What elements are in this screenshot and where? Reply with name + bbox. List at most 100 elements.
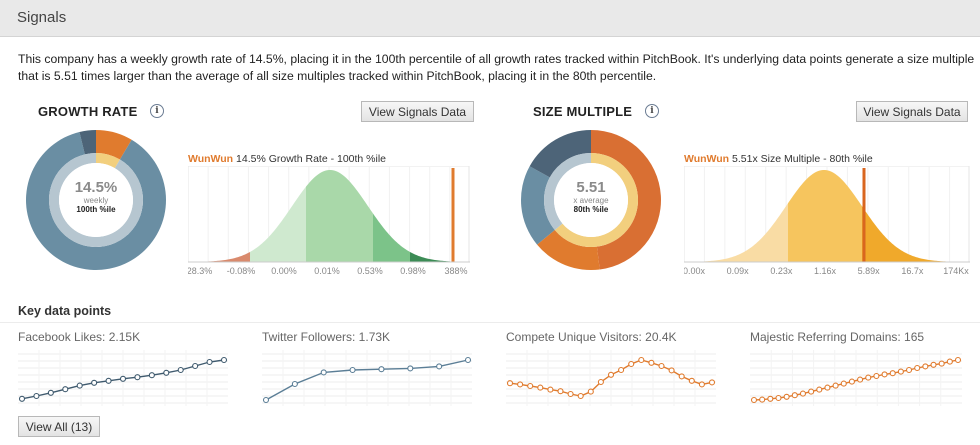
sparkline-point (62, 386, 69, 393)
sparkline-point (799, 390, 807, 397)
sparkline-point (506, 380, 514, 387)
sparkline-point (587, 388, 594, 395)
dist-band (756, 203, 788, 262)
donut-hole (59, 163, 133, 237)
facebook-likes-sparkline (18, 350, 228, 406)
sparkline-point (946, 358, 953, 365)
donut-segment (96, 130, 132, 160)
sparkline-point (816, 386, 823, 393)
donut-inner-ring (96, 153, 120, 169)
sparkline-point (618, 366, 625, 374)
signals-description: This company has a weekly growth rate of… (18, 51, 978, 85)
sparkline-point (832, 382, 839, 389)
sparkline-point (881, 371, 888, 378)
size-dist-caption: 5.51x Size Multiple - 80th %ile (732, 153, 873, 165)
sparkline-point (291, 380, 298, 388)
sparkline-point (930, 361, 937, 368)
sparkline-point (91, 379, 98, 386)
size-multiple-title: SIZE MULTIPLE (533, 104, 633, 119)
sparkline-point (824, 384, 831, 391)
sparkline-point (865, 374, 872, 381)
dist-band (410, 251, 450, 262)
donut-hole (554, 163, 628, 237)
sparkline-point (688, 377, 695, 384)
donut-segment (591, 130, 661, 270)
sparkline-point (105, 377, 112, 384)
growth-dist-title: WunWun 14.5% Growth Rate - 100th %ile (188, 153, 386, 165)
sparkline-point (33, 392, 40, 400)
sparkline-point (547, 386, 554, 393)
dist-band (306, 170, 373, 262)
key-data-points-title: Key data points (18, 304, 112, 318)
growth-donut-sub: weekly (83, 196, 109, 205)
dist-tick-label: 0.09x (727, 266, 750, 276)
sparkline-point (464, 356, 472, 364)
sparkline-point (378, 366, 385, 373)
sparkline-point (220, 356, 228, 364)
sparkline-point (708, 379, 716, 386)
growth-donut-percentile: 100th %ile (76, 205, 116, 214)
sparkline-point (628, 360, 635, 368)
sparkline-point (177, 366, 184, 374)
dist-band (788, 170, 862, 262)
sparkline-point (148, 372, 155, 379)
dist-band (208, 251, 250, 262)
size-donut-center: 5.51 x average 80th %ile (563, 180, 619, 215)
donut-segment (25, 131, 166, 270)
dist-tick-label: 0.00% (271, 266, 297, 276)
sparkline-point (47, 389, 54, 396)
size-distribution-chart: 0.00x 0.09x 0.23x 1.16x 5.89x 16.7x 174Kx (684, 166, 970, 276)
size-donut-chart (521, 130, 661, 270)
view-all-button[interactable]: View All (13) (18, 416, 100, 437)
sparkline-point (668, 367, 675, 374)
description-line-2: that is 5.51 times larger than the avera… (18, 69, 657, 83)
donut-segment (529, 130, 591, 178)
sparkline-point (840, 380, 847, 387)
sparkline-point (759, 396, 766, 403)
sparkline-point (134, 374, 141, 381)
dist-tick-label: 16.7x (901, 266, 924, 276)
sparkline-point (18, 395, 26, 402)
dist-tick-label: 0.53% (357, 266, 383, 276)
dist-tick-label: -28.3% (188, 266, 212, 276)
dist-tick-label: 0.01% (314, 266, 340, 276)
sparkline-point (567, 390, 574, 398)
size-donut-value: 5.51 (576, 179, 606, 196)
sparkline-point (638, 356, 645, 364)
donut-segment (537, 229, 600, 270)
sparkline-point (938, 360, 945, 367)
growth-info-icon[interactable]: i (150, 104, 164, 118)
page-title: Signals (17, 9, 67, 26)
donut-segment (521, 166, 555, 245)
growth-company-name: WunWun (188, 153, 234, 165)
growth-donut-chart (25, 130, 166, 270)
dist-tick-label: 388% (444, 266, 467, 276)
size-view-signals-button[interactable]: View Signals Data (856, 101, 968, 122)
majestic-domains-label: Majestic Referring Domains: 165 (750, 330, 925, 344)
twitter-followers-sparkline (262, 350, 472, 406)
sparkline-point (436, 363, 443, 370)
sparkline-point (527, 382, 534, 390)
sparkline-line (265, 359, 469, 401)
majestic-domains-sparkline (750, 350, 962, 406)
sparkline-point (857, 376, 864, 383)
sparkline-point (407, 365, 414, 372)
size-company-name: WunWun (684, 153, 730, 165)
growth-rate-title: GROWTH RATE (38, 104, 138, 119)
sparkline-point (262, 396, 270, 404)
sparkline-point (775, 394, 782, 402)
sparkline-point (791, 392, 798, 399)
size-info-icon[interactable]: i (645, 104, 659, 118)
sparkline-point (597, 378, 604, 386)
compete-visitors-sparkline (506, 350, 716, 406)
growth-distribution-chart: -28.3% -0.08% 0.00% 0.01% 0.53% 0.98% 388% (188, 166, 470, 276)
dist-band (862, 206, 952, 262)
growth-view-signals-button[interactable]: View Signals Data (361, 101, 474, 122)
sparkline-point (648, 359, 655, 366)
divider (0, 322, 980, 323)
growth-donut-value: 14.5% (74, 179, 118, 196)
growth-donut-center: 14.5% weekly 100th %ile (68, 180, 124, 215)
twitter-followers-label: Twitter Followers: 1.73K (262, 330, 391, 344)
sparkline-point (922, 363, 929, 370)
compete-visitors-label: Compete Unique Visitors: 20.4K (506, 330, 677, 344)
